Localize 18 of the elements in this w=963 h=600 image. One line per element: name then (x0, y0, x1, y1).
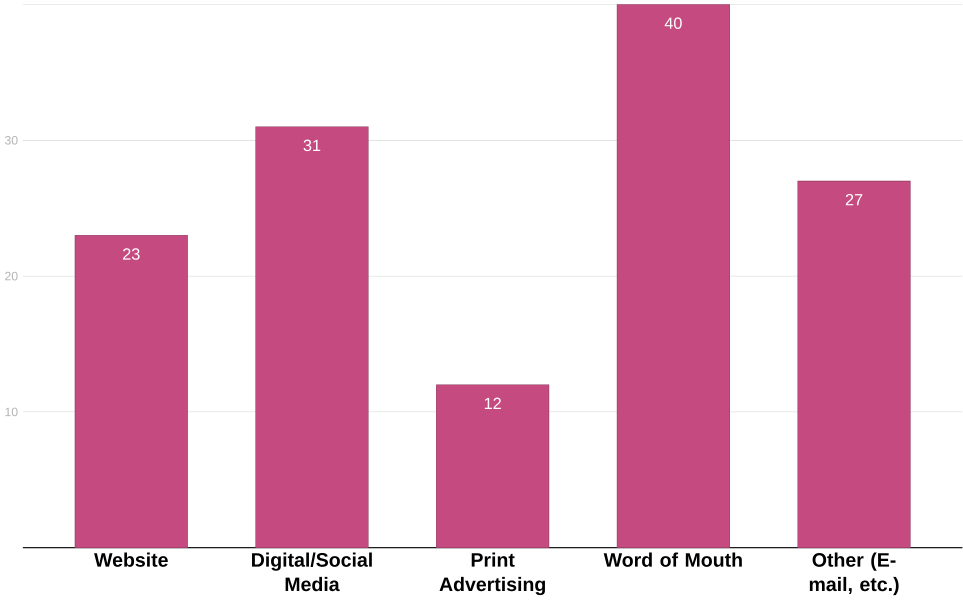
bar (616, 4, 730, 548)
x-tick-label: Other (E-mail, etc.) (810, 552, 899, 596)
bar (436, 384, 550, 548)
data-label: 12 (484, 398, 501, 410)
x-tick-label: Digital/Social Media (252, 552, 372, 592)
y-tick-label: 20 (5, 272, 18, 281)
y-tick-label: 10 (5, 408, 18, 416)
data-label: 27 (846, 194, 862, 206)
data-label: 23 (123, 248, 140, 260)
bar (255, 126, 369, 548)
x-tick-label: Word of Mouth (604, 552, 742, 567)
bar (798, 180, 911, 548)
x-tick-label: Website (94, 552, 168, 567)
bar (74, 235, 188, 548)
data-label: 40 (664, 18, 682, 30)
data-label: 31 (304, 140, 320, 152)
y-tick-label: 30 (4, 136, 18, 145)
x-tick-label: Print Advertising (440, 552, 545, 596)
